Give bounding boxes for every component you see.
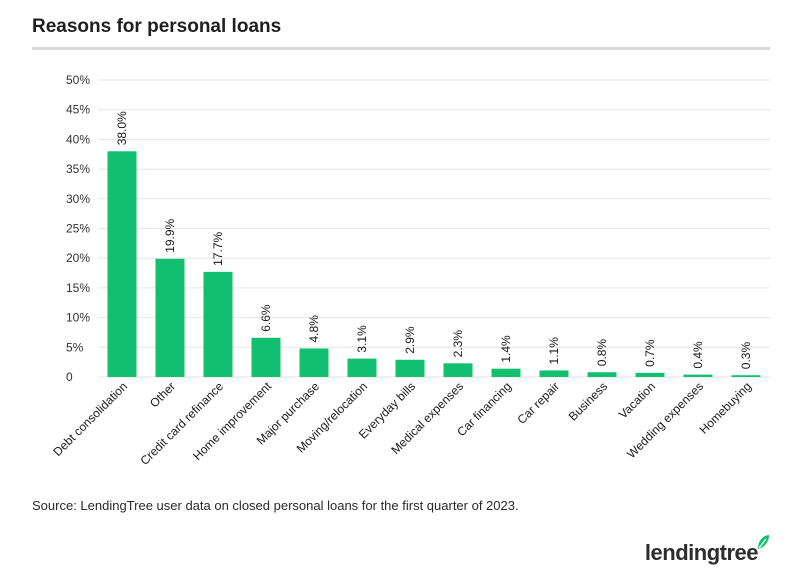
title-divider: [32, 47, 770, 50]
y-tick-label: 5%: [66, 340, 84, 354]
bar-chart: 0 5% 10% 15% 20% 25% 30% 35% 40% 45% 50% 38.0% Debt …: [50, 73, 770, 468]
bar: [299, 348, 329, 377]
bar: [731, 375, 761, 377]
y-tick-label: 15%: [66, 281, 90, 295]
data-label: 6.6%: [259, 304, 273, 332]
data-label: 19.9%: [163, 218, 177, 252]
x-tick-label: Homebuying: [697, 379, 755, 437]
data-label: 0.4%: [691, 341, 705, 369]
data-label: 2.3%: [451, 330, 465, 358]
bar: [203, 271, 233, 377]
bar: [539, 370, 569, 377]
y-tick-label: 20%: [66, 251, 90, 265]
chart-title: Reasons for personal loans: [32, 16, 282, 37]
bar: [635, 372, 665, 377]
data-label: 1.4%: [499, 335, 513, 363]
x-tick-label: Vacation: [616, 379, 658, 421]
data-label: 0.3%: [739, 342, 753, 370]
data-label: 4.8%: [307, 315, 321, 343]
y-tick-label: 0: [66, 370, 73, 384]
y-tick-label: 50%: [66, 73, 90, 87]
x-tick-label: Other: [147, 379, 178, 410]
data-label: 3.1%: [355, 325, 369, 353]
bar: [491, 368, 521, 377]
source-note: Source: LendingTree user data on closed …: [32, 498, 519, 513]
y-tick-label: 30%: [66, 192, 90, 206]
y-tick-label: 25%: [66, 222, 90, 236]
bar: [395, 359, 425, 377]
data-label: 0.8%: [595, 339, 609, 367]
data-label: 0.7%: [643, 339, 657, 367]
x-tick-label: Business: [566, 379, 610, 423]
bar: [587, 372, 617, 377]
data-label: 17.7%: [211, 232, 225, 266]
bar: [155, 258, 185, 377]
leaf-icon: [758, 535, 769, 549]
y-tick-label: 40%: [66, 132, 90, 146]
data-label: 2.9%: [403, 326, 417, 354]
bar: [683, 374, 713, 377]
data-label: 1.1%: [547, 337, 561, 365]
x-tick-label: Debt consolidation: [50, 379, 130, 459]
y-tick-label: 10%: [66, 311, 90, 325]
lendingtree-logo: lendingtree: [645, 534, 770, 564]
bar: [443, 363, 473, 377]
x-tick-label: Car repair: [514, 379, 562, 427]
logo-text: lendingtree: [644, 540, 759, 565]
bar: [107, 151, 137, 377]
y-tick-label: 35%: [66, 162, 90, 176]
y-tick-label: 45%: [66, 103, 90, 117]
bar: [251, 337, 281, 377]
x-tick-label: Credit card refinance: [137, 379, 226, 468]
data-label: 38.0%: [115, 111, 129, 145]
bar: [347, 358, 377, 377]
